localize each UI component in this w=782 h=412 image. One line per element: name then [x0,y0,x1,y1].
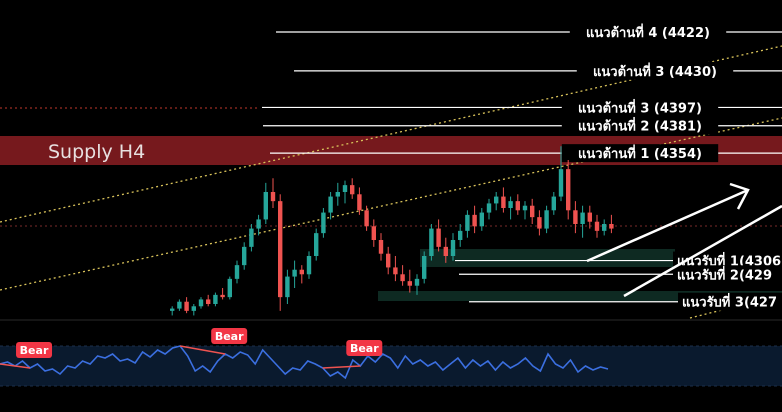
candle-body [530,205,535,218]
candle-body [184,301,189,311]
projection-arrow-1 [586,182,750,263]
candle-body [299,269,304,275]
candle-body [436,228,441,247]
resistance-label-bg-2 [576,61,734,80]
candle-body [278,201,283,298]
upper-channel [0,45,782,223]
candle-body [306,256,312,275]
resistance-label-5: แนวต้านที่ 1 (4354) [578,144,702,162]
candle-body [191,306,196,311]
resistance-label-2: แนวต้านที่ 3 (4430) [593,62,717,80]
bear-badge-1 [16,342,53,358]
support-label-1: แนวรับที่ 1(4306 [677,252,781,270]
demand-zone-upper [420,249,675,267]
bear-divergence-line-2 [180,345,226,355]
candle-body [486,203,492,213]
candle-body [227,278,232,298]
lower-channel [0,117,782,291]
candle-body [378,240,384,254]
bear-badge-3 [346,340,383,356]
candle-body [494,196,499,204]
resistance-label-3: แนวต้านที่ 3 (4397) [578,98,702,116]
candle-body [472,214,477,227]
candle-body [386,253,391,268]
support-channel [689,294,782,319]
candle-body [314,233,319,256]
candle-body [198,299,204,307]
candle-body [407,281,412,286]
resistance-label-bg-3 [561,98,719,117]
bear-badge-2 [211,328,248,344]
candle-body [544,210,549,229]
candle-body [263,192,268,220]
resistance-label-4: แนวต้านที่ 2 (4381) [578,117,702,135]
candle-body [170,308,175,311]
candle-body [342,185,348,192]
candle-body [357,194,362,211]
candle-body [350,185,355,195]
rsi-line [0,345,609,380]
candle-body [328,196,333,213]
candle-body [414,278,420,286]
candle-body [465,214,470,231]
candle-body [206,299,211,304]
candle-body [594,221,600,231]
resistance-label-bg-1 [569,23,727,41]
candle-body [400,274,405,282]
candle-body [393,267,398,275]
support-label-bg-3 [678,292,782,311]
bear-badge-label-1: Bear [20,344,49,357]
candle-body [213,294,218,304]
candle-body [285,276,290,298]
bear-divergence-line-1 [0,363,31,369]
candle-body [566,169,571,211]
support-label-bg-2 [673,265,782,284]
resistance-label-bg-5 [561,144,719,163]
candle-body [602,224,607,231]
candle-body [479,212,484,227]
candle-body [515,201,520,211]
support-label-2: แนวรับที่ 2(429 [677,265,772,283]
candle-body [587,212,592,222]
support-label-3: แนวรับที่ 3(427 [682,293,777,311]
candle-body [292,269,297,277]
candle-body [256,219,261,229]
bear-badge-label-2: Bear [215,330,244,343]
candle-body [220,294,225,298]
demand-zone-lower [378,291,782,301]
projection-arrow-2 [623,204,782,298]
support-label-bg-1 [673,251,782,270]
candle-body [242,246,247,266]
candle-body [501,196,506,208]
supply-zone-label: Supply H4 [48,141,145,163]
candle-body [558,169,564,197]
candle-body [249,228,254,247]
candle-body [429,228,434,256]
candle-body [443,246,448,256]
candle-body [580,212,585,224]
candle-body [573,210,578,224]
candle-body [270,192,276,202]
candle-body [234,265,240,279]
resistance-label-1: แนวต้านที่ 4 (4422) [586,23,710,41]
candle-body [321,212,326,234]
candle-body [450,240,456,256]
candle-body [508,201,513,208]
resistance-label-bg-4 [561,116,719,135]
candle-body [335,192,340,197]
candle-body [537,217,542,229]
rsi-band [0,346,782,386]
bear-badge-label-3: Bear [350,342,379,355]
bear-divergence-line-3 [322,365,361,369]
candle-body [422,256,427,279]
candle-body [551,196,556,211]
candle-body [364,210,369,227]
candle-body [522,205,528,211]
candle-body [458,230,463,240]
candle-body [371,226,376,240]
candle-body [609,224,614,229]
candle-body [177,301,182,309]
